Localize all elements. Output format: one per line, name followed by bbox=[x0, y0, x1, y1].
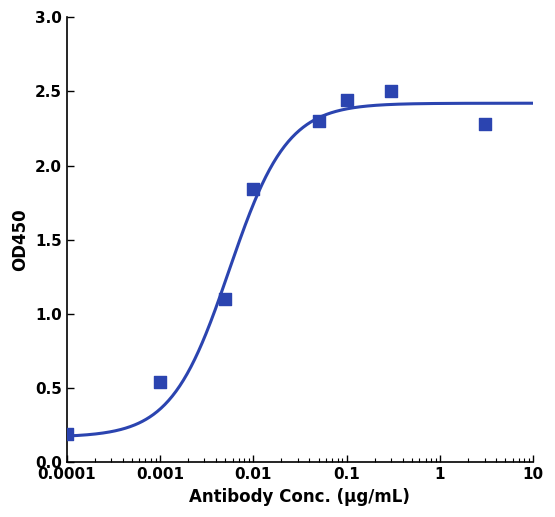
Point bbox=[387, 87, 396, 96]
Point bbox=[221, 295, 230, 303]
Y-axis label: OD450: OD450 bbox=[11, 208, 29, 271]
Point bbox=[342, 96, 351, 104]
Point bbox=[155, 378, 164, 386]
Point bbox=[314, 117, 323, 125]
Point bbox=[480, 120, 489, 128]
Point bbox=[249, 185, 258, 193]
X-axis label: Antibody Conc. (μg/mL): Antibody Conc. (μg/mL) bbox=[189, 488, 410, 506]
Point bbox=[62, 430, 71, 438]
